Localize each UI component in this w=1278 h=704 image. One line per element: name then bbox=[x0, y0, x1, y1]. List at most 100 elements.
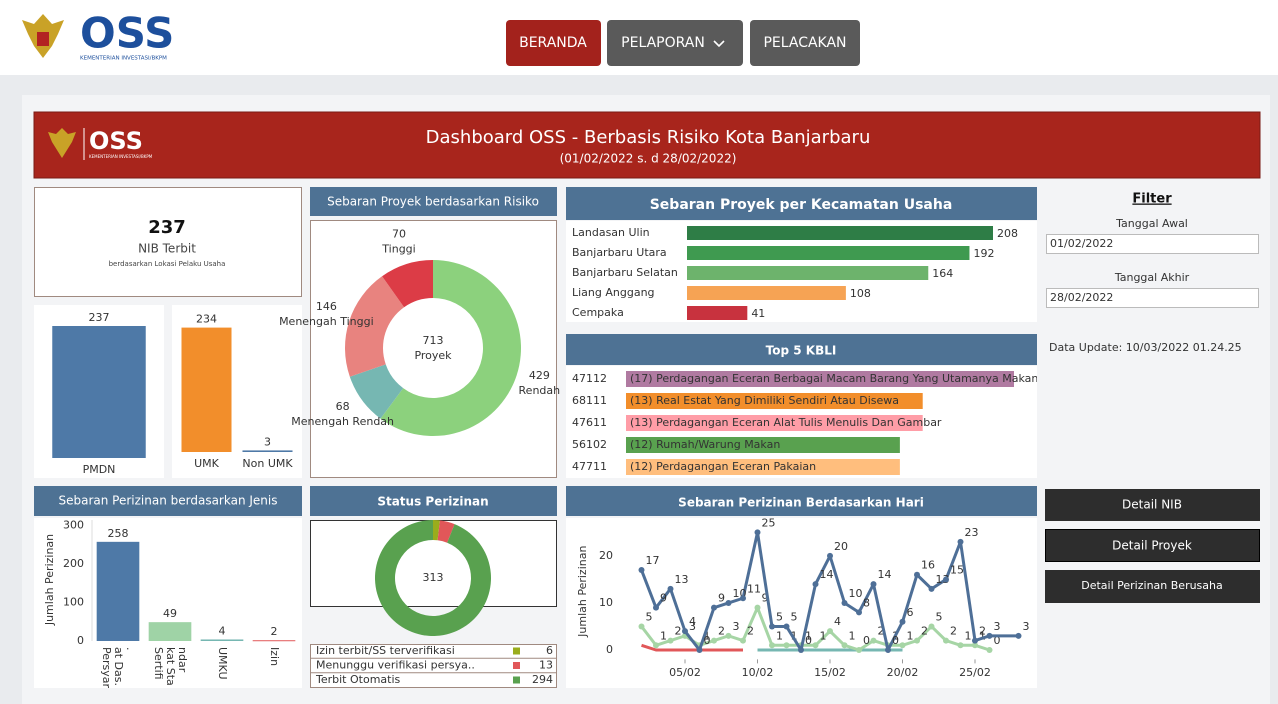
bar-label: (13) Perdagangan Eceran Alat Tulis Menul… bbox=[630, 416, 942, 429]
point bbox=[682, 628, 688, 635]
x-tick-label: UMKU bbox=[216, 647, 229, 680]
point-label: 0 bbox=[805, 634, 812, 647]
kbli-code: 47112 bbox=[572, 372, 607, 385]
value-label: 237 bbox=[89, 311, 110, 324]
center-label: Proyek bbox=[414, 349, 452, 362]
point bbox=[943, 637, 949, 644]
point-label: 1 bbox=[776, 629, 783, 642]
x-tick-label: 05/02 bbox=[669, 666, 701, 679]
value-label: 108 bbox=[850, 287, 871, 300]
nav-button-label[interactable]: PELAPORAN bbox=[621, 35, 705, 51]
bar bbox=[626, 459, 900, 475]
action-button[interactable] bbox=[1045, 489, 1260, 521]
date-input[interactable] bbox=[1046, 288, 1259, 308]
x-tick-label: Sertifikat Standar bbox=[152, 647, 189, 686]
slice-value: 429 bbox=[529, 369, 550, 382]
panel-title-bar bbox=[310, 187, 557, 216]
point bbox=[754, 529, 761, 536]
action-button[interactable] bbox=[1045, 570, 1260, 603]
action-label[interactable]: Detail NIB bbox=[1122, 498, 1182, 512]
nav-button[interactable] bbox=[607, 20, 743, 66]
y-tick-label: 20 bbox=[599, 549, 613, 562]
y-tick-label: 0 bbox=[606, 643, 613, 656]
bar bbox=[148, 622, 192, 641]
bar bbox=[96, 541, 140, 641]
point bbox=[986, 646, 993, 653]
logo-sub: KEMENTERIAN INVESTASI/BKPM bbox=[89, 154, 153, 159]
value-label: 4 bbox=[219, 624, 226, 637]
nav-button-label[interactable]: PELACAKAN bbox=[763, 35, 846, 51]
center-value: 313 bbox=[423, 571, 444, 584]
emblem bbox=[22, 14, 64, 58]
kbli-code: 56102 bbox=[572, 438, 607, 451]
point-label: 1 bbox=[907, 629, 914, 642]
point bbox=[638, 567, 645, 574]
panel-title: Status Perizinan bbox=[377, 495, 488, 509]
bar-label: (17) Perdagangan Eceran Berbagai Macam B… bbox=[630, 372, 1069, 385]
action-button[interactable] bbox=[1045, 529, 1260, 562]
x-tick-label: 20/02 bbox=[887, 666, 919, 679]
kbli-code: 68111 bbox=[572, 394, 607, 407]
date-input[interactable] bbox=[1046, 234, 1259, 254]
point-label: 10 bbox=[849, 587, 863, 600]
legend-label: Terbit Otomatis bbox=[315, 673, 401, 686]
point bbox=[653, 604, 659, 611]
x-tick-label: Persyarat Das.. bbox=[100, 647, 137, 689]
point bbox=[885, 646, 891, 653]
point bbox=[696, 646, 703, 653]
emblem bbox=[48, 128, 76, 158]
slice-label: Menengah Tinggi bbox=[279, 315, 374, 328]
y-tick-label: 200 bbox=[63, 557, 84, 570]
point-label: 20 bbox=[834, 540, 848, 553]
point-label: 13 bbox=[675, 573, 689, 586]
kpi-label: NIB Terbit bbox=[138, 242, 196, 256]
point-label: 2 bbox=[718, 625, 725, 638]
point bbox=[812, 642, 819, 649]
action-label[interactable]: Detail Proyek bbox=[1112, 539, 1192, 553]
category-label: Liang Anggang bbox=[572, 286, 655, 299]
point-label: 1 bbox=[849, 629, 856, 642]
point bbox=[711, 604, 717, 611]
point bbox=[783, 642, 790, 649]
point bbox=[827, 552, 833, 559]
slice-value: 70 bbox=[392, 227, 406, 240]
bar bbox=[687, 226, 993, 240]
panel bbox=[566, 518, 1037, 688]
point bbox=[856, 646, 862, 653]
point-label: 9 bbox=[718, 592, 725, 605]
legend-value: 13 bbox=[539, 659, 553, 672]
nav-button[interactable] bbox=[750, 20, 860, 66]
value-label: 192 bbox=[973, 247, 994, 260]
nav-button-label[interactable]: BERANDA bbox=[519, 35, 587, 51]
point bbox=[653, 642, 659, 649]
date-value[interactable]: 28/02/2022 bbox=[1050, 291, 1113, 304]
slice-label: Menengah Rendah bbox=[291, 415, 394, 428]
category-label: Cempaka bbox=[572, 306, 624, 319]
header-subtitle: (01/02/2022 s. d 28/02/2022) bbox=[560, 152, 737, 166]
date-value[interactable]: 01/02/2022 bbox=[1050, 237, 1113, 250]
point bbox=[856, 609, 862, 616]
legend-value: 6 bbox=[546, 644, 553, 657]
point-label: 3 bbox=[1023, 620, 1030, 633]
point-label: 2 bbox=[747, 625, 754, 638]
kbli-code: 47711 bbox=[572, 460, 607, 473]
y-tick-label: 300 bbox=[63, 519, 84, 532]
point-label: 5 bbox=[936, 610, 943, 623]
x-tick-label: Izin bbox=[268, 647, 281, 666]
bar bbox=[242, 450, 293, 452]
point bbox=[827, 628, 833, 635]
kpi-sublabel: berdasarkan Lokasi Pelaku Usaha bbox=[109, 260, 226, 268]
point-label: 14 bbox=[820, 568, 834, 581]
y-tick-label: 10 bbox=[599, 596, 613, 609]
value-label: 164 bbox=[932, 267, 953, 280]
action-label[interactable]: Detail Perizinan Berusaha bbox=[1081, 579, 1223, 592]
slice bbox=[345, 276, 405, 377]
legend-label: Izin terbit/SS terverifikasi bbox=[316, 644, 455, 657]
point-label: 17 bbox=[646, 554, 660, 567]
point-label: 5 bbox=[776, 610, 783, 623]
x-tick-label: 10/02 bbox=[742, 666, 774, 679]
filter-label: Tanggal Akhir bbox=[1114, 271, 1190, 284]
nav-button[interactable] bbox=[506, 20, 601, 66]
point-label: 16 bbox=[921, 559, 935, 572]
